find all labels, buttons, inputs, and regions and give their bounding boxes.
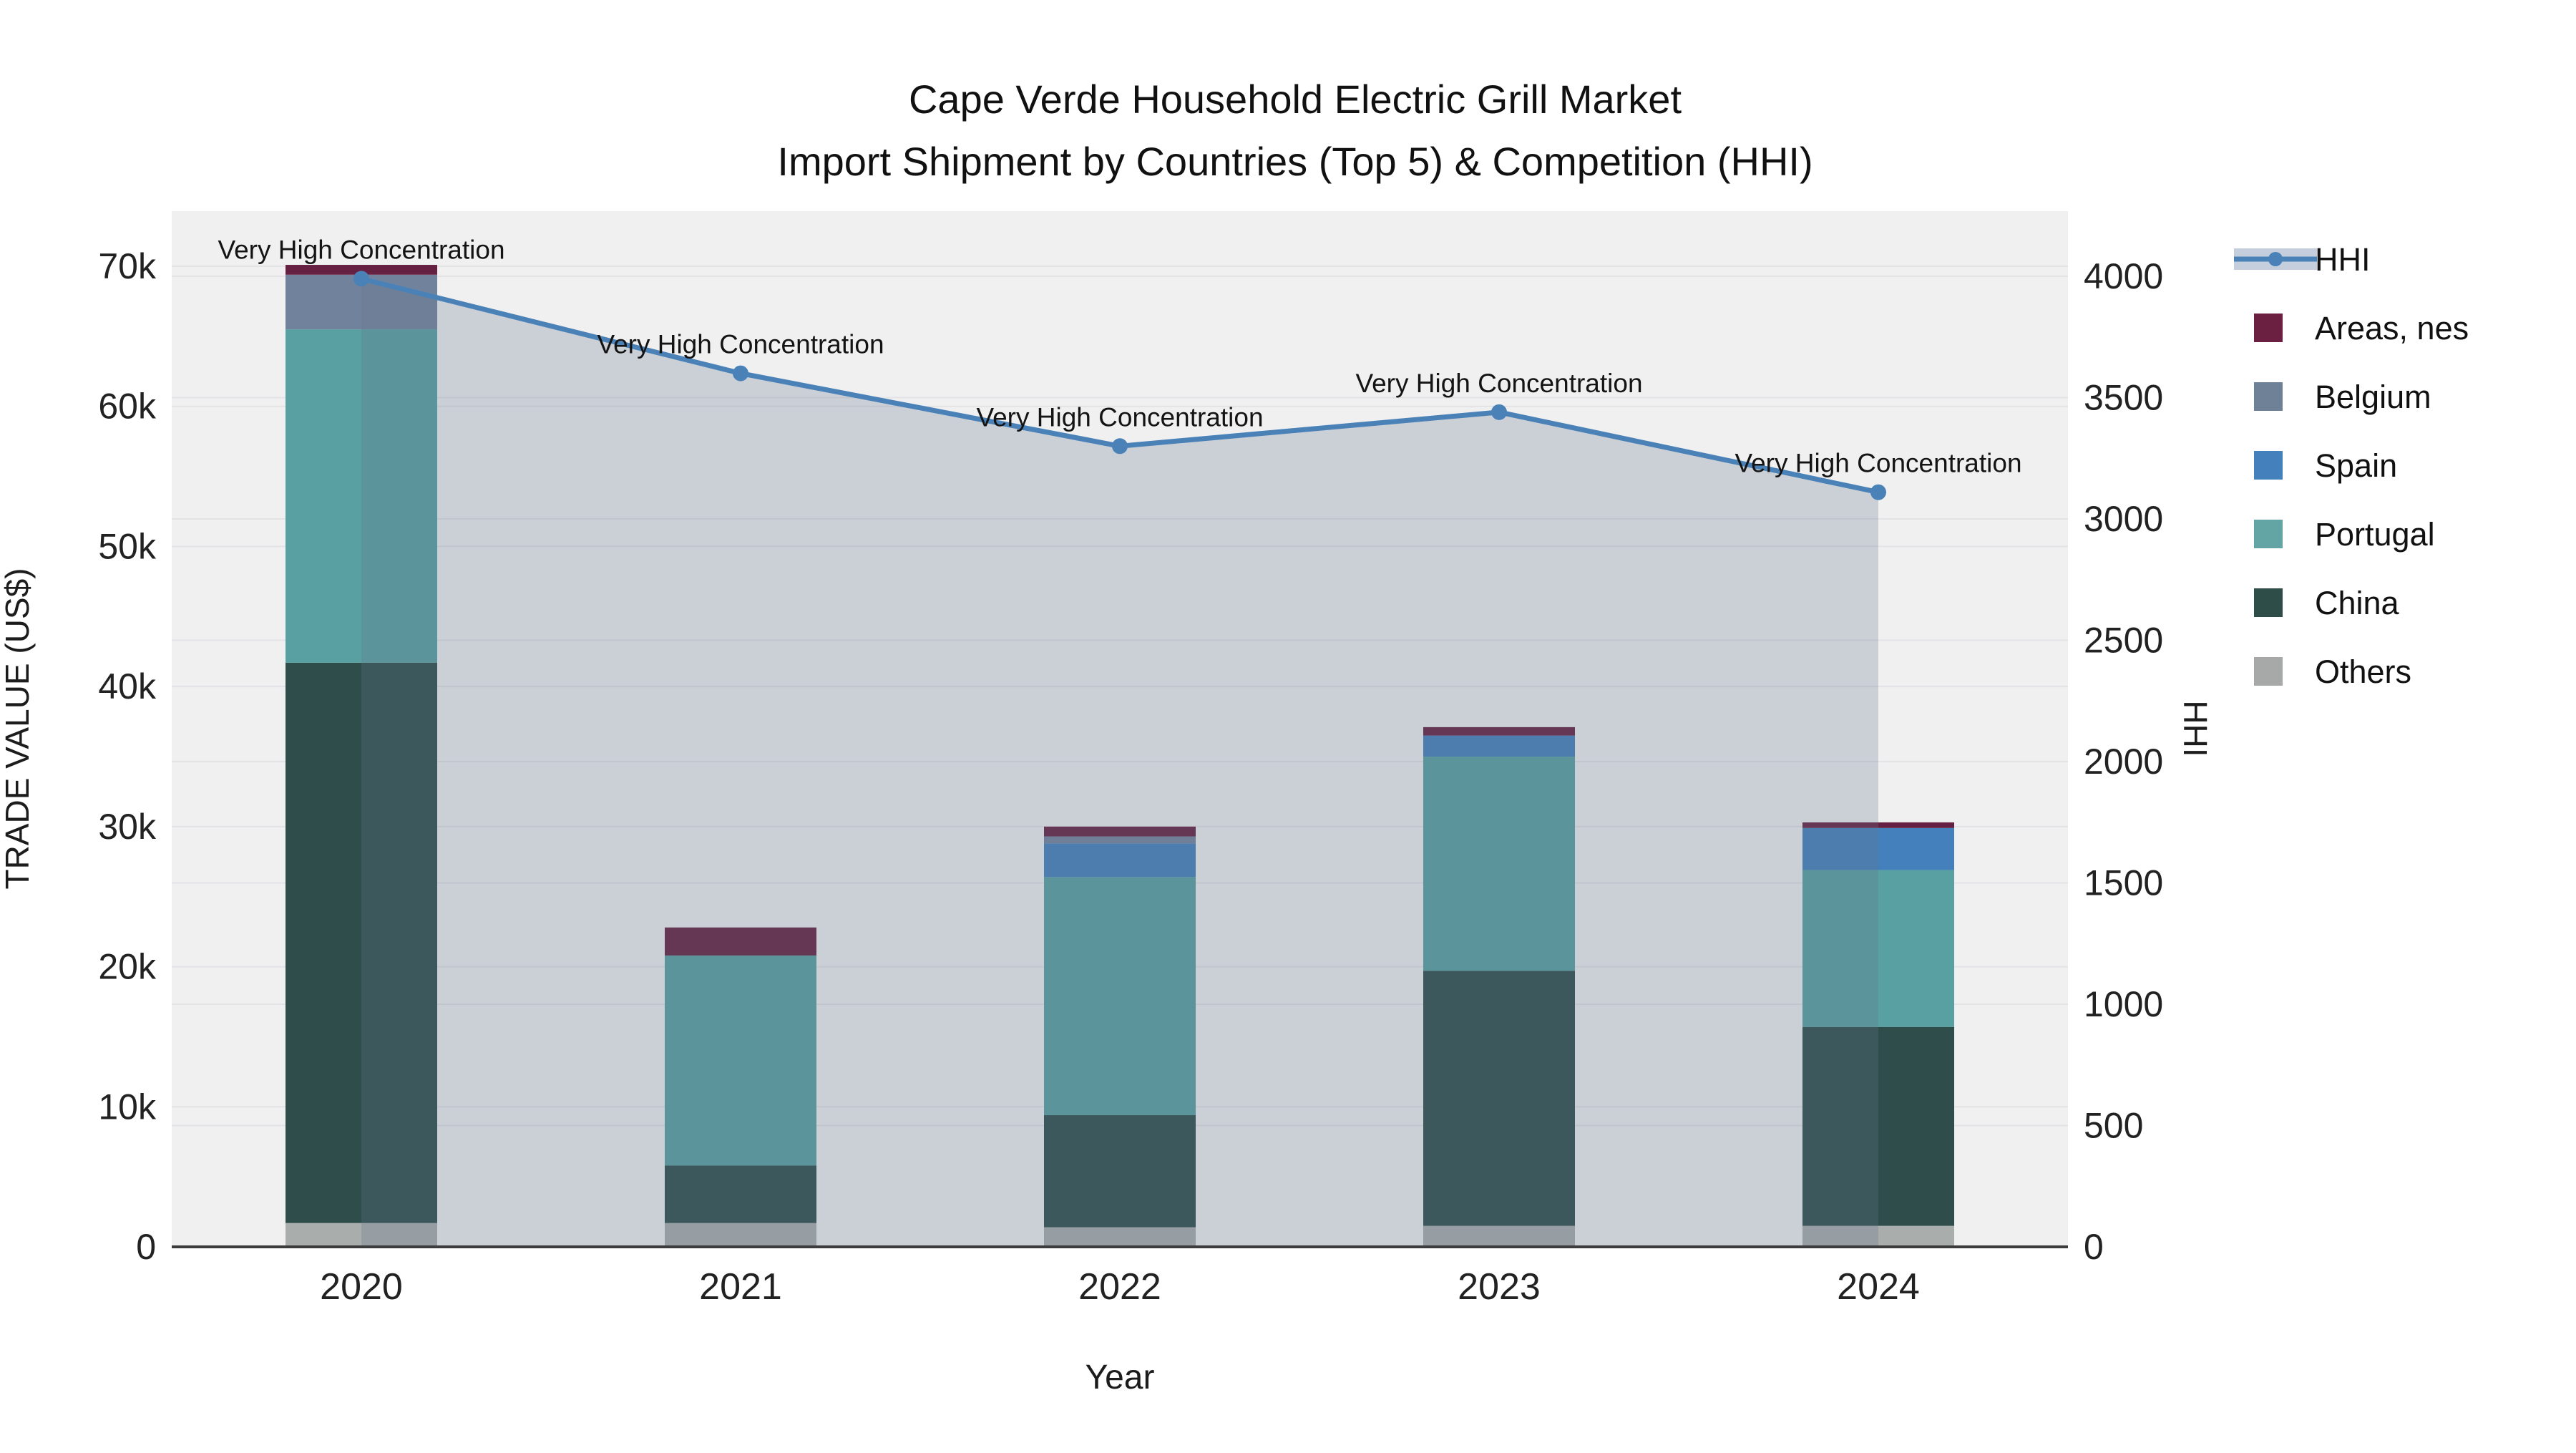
hhi-area-fill [361, 278, 1878, 1247]
y2-tick-label: 1500 [2084, 863, 2163, 903]
bar-segment-areas-nes [1044, 826, 1196, 837]
legend-swatch-icon [2254, 520, 2283, 548]
legend-swatch-icon [2254, 657, 2283, 686]
legend-item-spain[interactable]: Spain [2254, 447, 2397, 484]
bar-segment-china [1423, 971, 1575, 1226]
bar-segment-others [665, 1223, 816, 1247]
legend-item-others[interactable]: Others [2254, 653, 2411, 690]
bar-segment-spain [1044, 843, 1196, 878]
legend-label: Others [2315, 653, 2411, 690]
x-tick-label-2020: 2020 [320, 1266, 403, 1308]
y2-tick-label: 3000 [2084, 499, 2163, 539]
bar-segment-spain [1423, 735, 1575, 757]
hhi-marker-2024 [1870, 484, 1886, 500]
x-tick-label-2024: 2024 [1837, 1266, 1920, 1308]
y2-tick-label: 2000 [2084, 742, 2163, 782]
legend-item-portugal[interactable]: Portugal [2254, 516, 2435, 553]
chart-title-line2: Import Shipment by Countries (Top 5) & C… [777, 139, 1813, 184]
bar-segment-areas-nes [1802, 822, 1954, 828]
legend-label: Spain [2315, 447, 2397, 484]
stacked-bar-2023 [1423, 726, 1575, 1247]
annotations-layer: Very High Concentration Very High Concent… [218, 235, 2021, 477]
hhi-legend-marker-icon [2268, 252, 2283, 266]
legend-item-belgium[interactable]: Belgium [2254, 379, 2431, 415]
y-tick-label: 0 [136, 1227, 156, 1267]
legend-swatch-icon [2254, 314, 2283, 342]
y-tick-label: 40k [98, 666, 157, 706]
bar-segment-portugal [665, 955, 816, 1166]
axes-layer: 0 10k 20k 30k 40k 50k 60k 70k 0 500 1000 1500 2000 25… [98, 246, 2163, 1308]
y-tick-label: 10k [98, 1087, 157, 1127]
y-tick-label: 30k [98, 807, 157, 847]
bar-segment-portugal [1423, 757, 1575, 971]
legend-item-hhi[interactable]: HHI [2234, 241, 2371, 278]
legend-item-areas-nes[interactable]: Areas, nes [2254, 310, 2469, 346]
legend: HHI Areas, nes Belgium Spain Portugal China Ot… [2234, 241, 2469, 690]
y-tick-label: 20k [98, 947, 157, 987]
bar-segment-areas-nes [286, 265, 437, 275]
bar-segment-spain [1802, 827, 1954, 870]
x-tick-label-2021: 2021 [699, 1266, 782, 1308]
hhi-marker-2022 [1112, 438, 1128, 455]
bar-segment-china [286, 662, 437, 1223]
hhi-marker-2021 [733, 365, 748, 382]
bar-segment-areas-nes [1423, 726, 1575, 736]
y2-tick-label: 1000 [2084, 984, 2163, 1024]
bar-segment-areas-nes [665, 927, 816, 956]
stacked-bar-2022 [1044, 826, 1196, 1247]
y2-tick-label: 4000 [2084, 256, 2163, 296]
y2-tick-label: 3500 [2084, 378, 2163, 418]
chart-title-line1: Cape Verde Household Electric Grill Mark… [909, 77, 1682, 122]
y-tick-label: 50k [98, 526, 157, 566]
bar-segment-portugal [286, 329, 437, 663]
y-tick-label: 60k [98, 387, 157, 427]
bar-segment-china [1044, 1115, 1196, 1228]
legend-label: Portugal [2315, 516, 2435, 553]
bar-segment-belgium [1044, 836, 1196, 844]
bar-segment-others [286, 1223, 437, 1247]
legend-label: China [2315, 585, 2400, 621]
legend-label: Areas, nes [2315, 310, 2469, 346]
hhi-area-layer [361, 278, 1878, 1247]
x-tick-label-2022: 2022 [1078, 1266, 1161, 1308]
legend-item-china[interactable]: China [2254, 585, 2400, 621]
stacked-bars-layer [286, 265, 1954, 1247]
annotation-2022: Very High Concentration [976, 402, 1263, 432]
bar-segment-china [665, 1165, 816, 1223]
legend-swatch-icon [2254, 588, 2283, 617]
hhi-marker-2023 [1491, 404, 1507, 420]
stacked-bar-2024 [1802, 822, 1954, 1247]
bar-segment-others [1423, 1225, 1575, 1247]
y2-tick-label: 2500 [2084, 621, 2163, 661]
y-axis-title: TRADE VALUE (US$) [0, 568, 36, 889]
stacked-bar-2021 [665, 927, 816, 1247]
bar-segment-portugal [1802, 870, 1954, 1027]
bar-segment-others [1802, 1225, 1954, 1247]
legend-label: Belgium [2315, 379, 2431, 415]
bar-segment-china [1802, 1026, 1954, 1226]
y2-axis-title: HHI [2177, 700, 2214, 757]
legend-swatch-icon [2254, 451, 2283, 480]
legend-label: HHI [2315, 241, 2371, 278]
y-tick-label: 70k [98, 246, 157, 286]
x-axis-title: Year [1085, 1359, 1155, 1396]
y2-tick-label: 500 [2084, 1106, 2143, 1146]
annotation-2020: Very High Concentration [218, 235, 504, 264]
x-tick-label-2023: 2023 [1458, 1266, 1541, 1308]
annotation-2024: Very High Concentration [1735, 449, 2021, 478]
annotation-2021: Very High Concentration [597, 330, 884, 359]
legend-swatch-icon [2254, 382, 2283, 411]
stacked-bar-2020 [286, 265, 437, 1247]
hhi-line-layer [353, 271, 1886, 500]
bar-segment-portugal [1044, 877, 1196, 1116]
bar-segment-others [1044, 1227, 1196, 1247]
annotation-2023: Very High Concentration [1355, 369, 1642, 398]
y2-tick-label: 0 [2084, 1227, 2104, 1267]
hhi-marker-2020 [353, 271, 369, 287]
